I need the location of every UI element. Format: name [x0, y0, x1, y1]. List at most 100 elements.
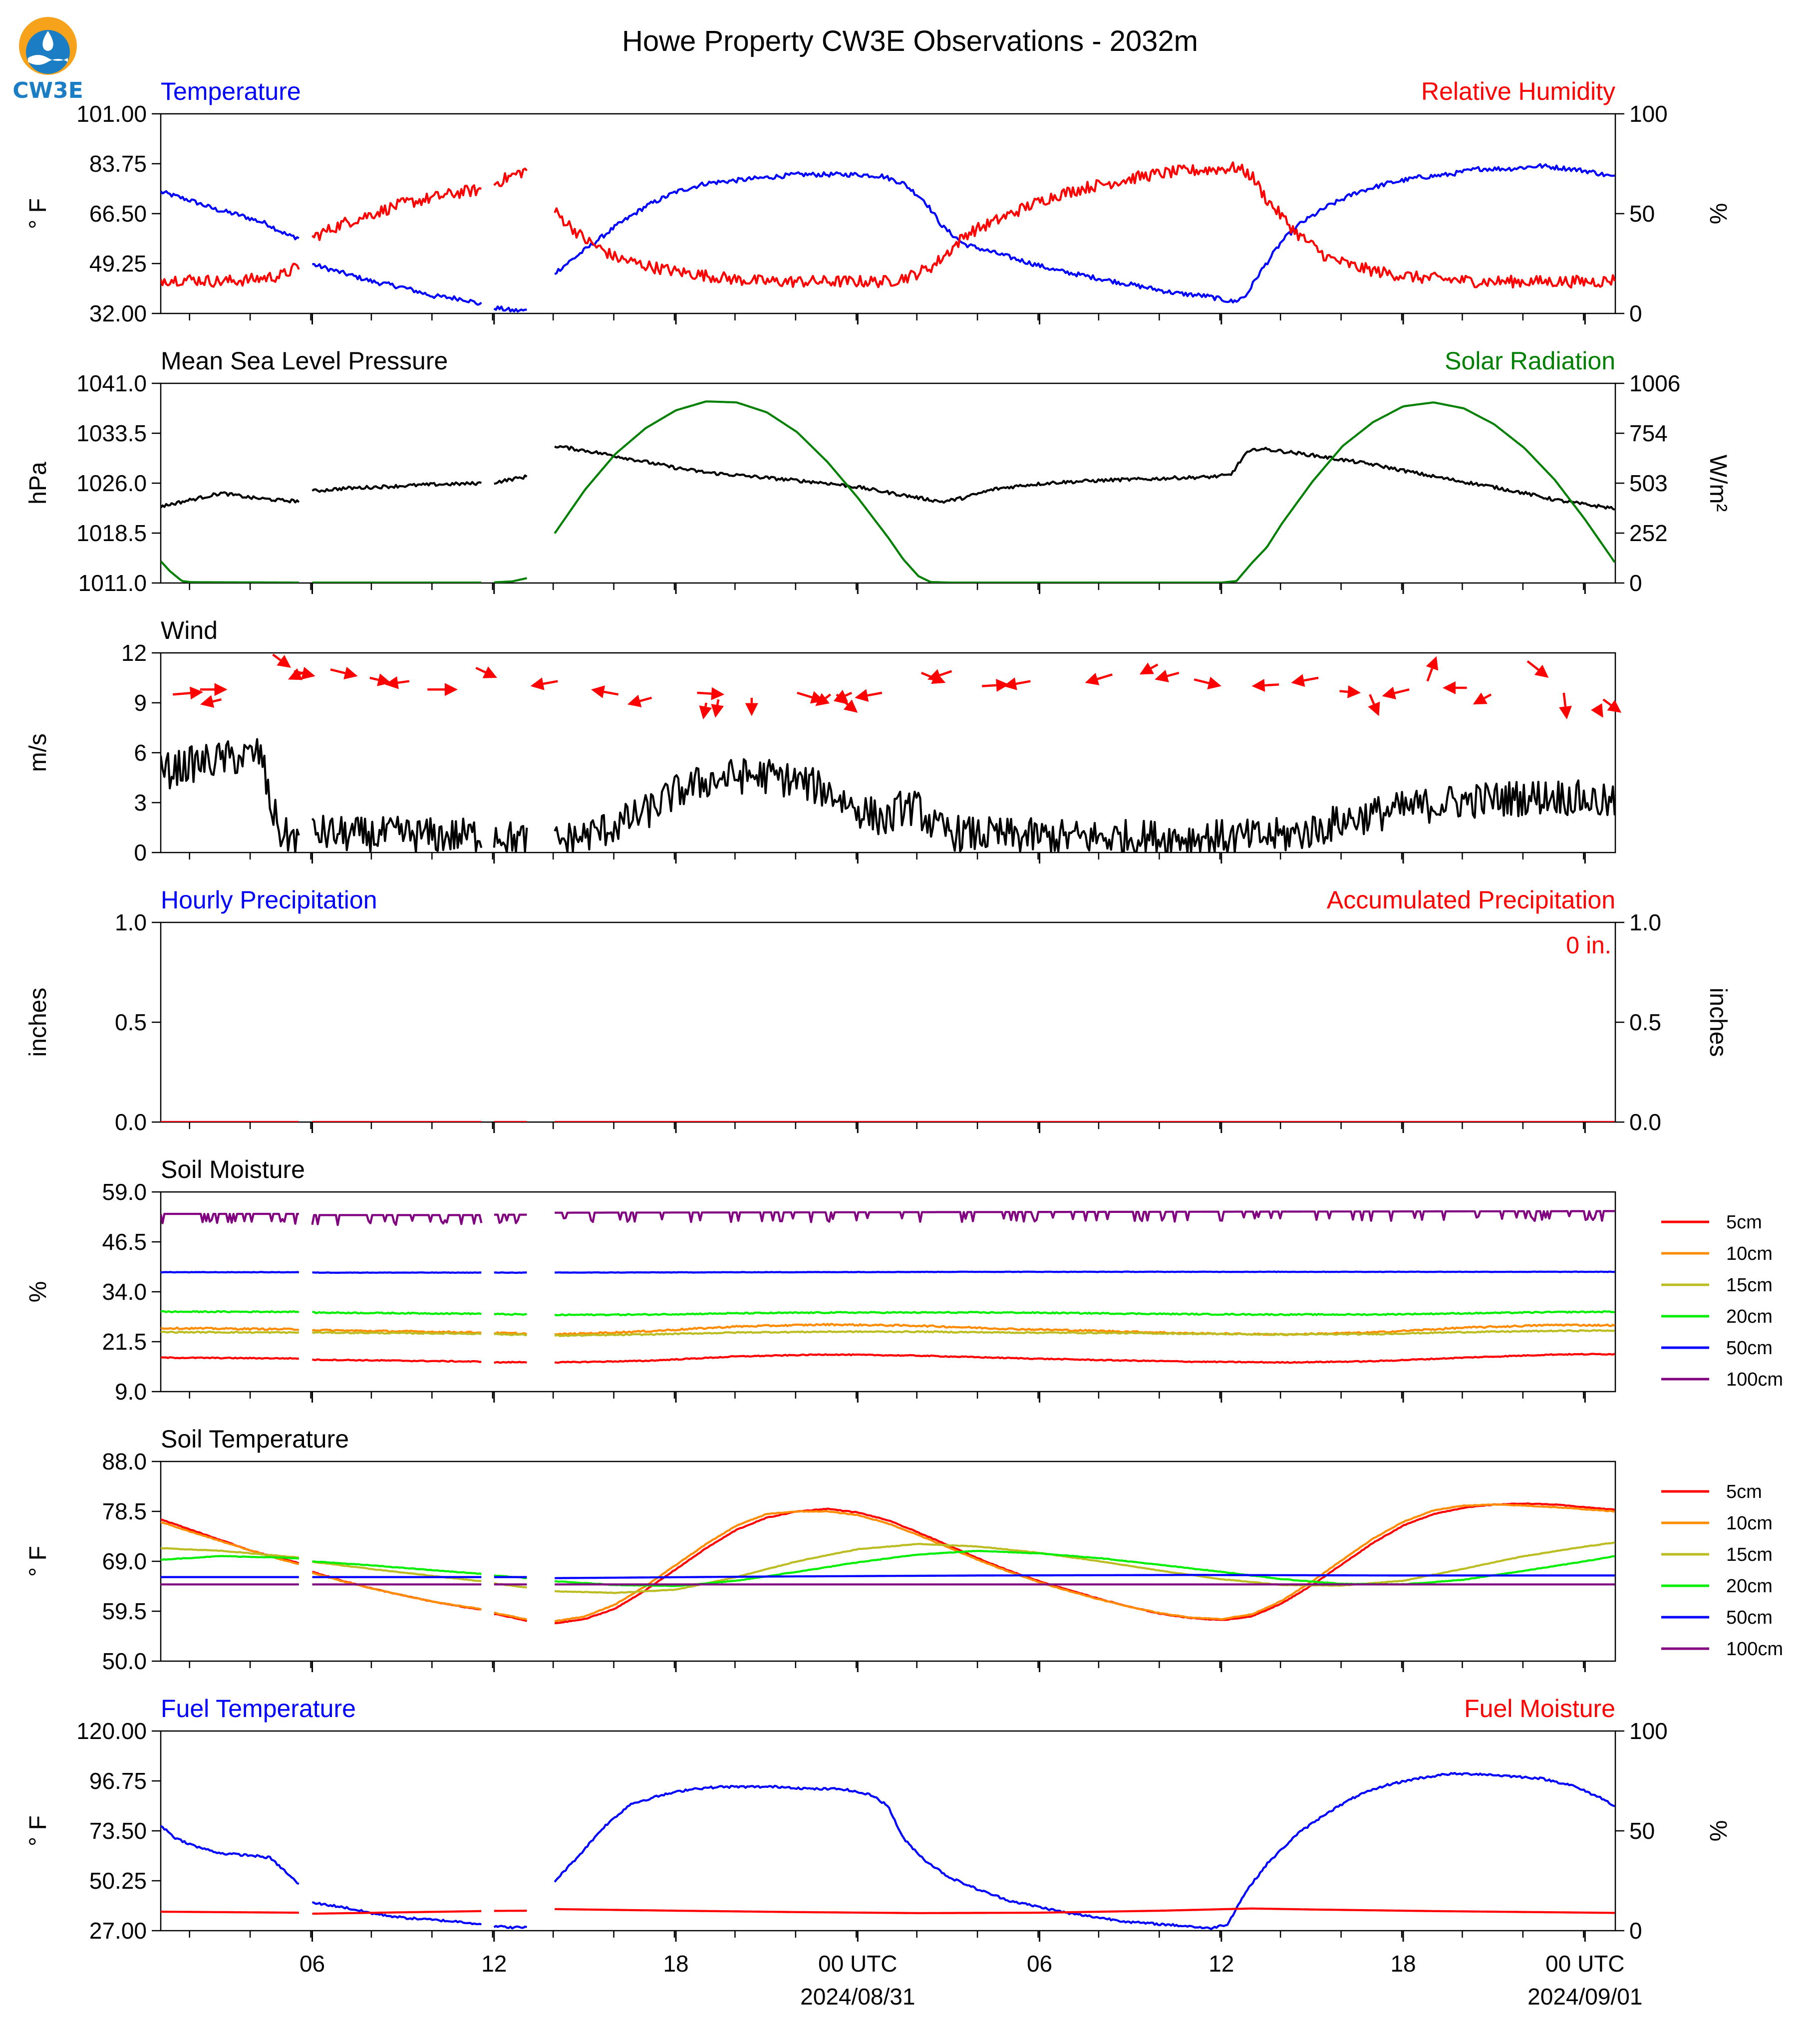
legend-label: 50cm [1726, 1607, 1773, 1628]
y-axis-label-left: inches [25, 988, 51, 1057]
series-line-left [554, 758, 1615, 853]
x-tick-label: 00 UTC [818, 1951, 897, 1977]
wind-arrow [1339, 685, 1361, 698]
y-tick-label-left: 12 [121, 640, 147, 666]
series-line-15cm-left [311, 1331, 482, 1336]
legend-label: 15cm [1726, 1275, 1773, 1296]
logo-water-drop-icon [42, 31, 53, 51]
series-line-left [311, 815, 483, 853]
panel-title-left: Wind [161, 616, 218, 644]
y-tick-label-left: 50.0 [102, 1648, 147, 1674]
legend-item: 50cm [1661, 1607, 1773, 1628]
legend-label: 10cm [1726, 1513, 1773, 1534]
wind-arrow [1426, 656, 1439, 682]
x-tick-label: 06 [1027, 1951, 1052, 1977]
wind-arrow [1194, 676, 1221, 690]
series-line-15cm-left [161, 1547, 300, 1559]
legend-label: 5cm [1726, 1212, 1762, 1233]
wind-arrow [697, 687, 725, 700]
panel-title-left: Mean Sea Level Pressure [161, 347, 448, 375]
series-line-50cm-left [555, 1270, 1615, 1274]
x-tick-date-label: 2024/08/31 [800, 1984, 915, 2010]
panel-soil_moisture: 9.0 21.5 34.0 46.5 59.0 Soil Moisture% 5cm 10cm… [25, 1156, 1783, 1405]
y-tick-label-left: 1.0 [115, 909, 147, 935]
series-line-left [161, 1825, 300, 1885]
panel-title-right: Solar Radiation [1445, 347, 1615, 375]
y-tick-label-left: 59.5 [102, 1598, 147, 1624]
wind-arrow [272, 653, 292, 668]
y-axis-label-right: inches [1705, 988, 1731, 1057]
y-tick-label-right: 1.0 [1629, 909, 1661, 935]
series-line-right [554, 400, 1615, 583]
series-line-100cm-left [161, 1212, 299, 1225]
series-line-right [312, 1910, 482, 1915]
y-tick-label-left: 66.50 [89, 201, 147, 227]
panel-title-right: Relative Humidity [1421, 77, 1615, 105]
y-tick-label-right: 0 [1629, 570, 1642, 596]
series-line-left [161, 491, 300, 509]
y-tick-label-left: 78.5 [102, 1498, 147, 1524]
panel-title-left: Fuel Temperature [161, 1695, 356, 1723]
y-tick-label-right: 0.0 [1629, 1109, 1661, 1135]
wind-arrow [711, 699, 724, 718]
y-tick-label-left: 3 [134, 790, 147, 816]
y-tick-label-left: 1026.0 [76, 470, 147, 496]
panel-title-left: Soil Temperature [161, 1425, 349, 1453]
accumulated-total-label: 0 in. [1566, 932, 1611, 959]
y-tick-label-right: 0 [1629, 300, 1642, 326]
series-line-5cm-left [554, 1502, 1615, 1625]
series-line-100cm-left [311, 1214, 483, 1226]
wind-arrow [855, 689, 883, 702]
y-tick-label-left: 83.75 [89, 151, 147, 177]
y-axis-label-left: m/s [25, 733, 51, 772]
y-tick-label-left: 46.5 [102, 1229, 147, 1255]
series-line-20cm-left [494, 1312, 527, 1316]
legend-label: 20cm [1726, 1576, 1773, 1597]
y-tick-label-left: 1033.5 [76, 420, 147, 446]
cw3e-logo: CW3E [12, 17, 83, 103]
panels: 32.00 49.25 66.50 83.75 101.00 0 50 100 Temperat… [25, 77, 1783, 1944]
y-axis-label-left: ° F [25, 1546, 51, 1577]
y-tick-label-left: 32.00 [89, 300, 147, 326]
legend-label: 50cm [1726, 1338, 1773, 1359]
y-tick-label-left: 0.0 [115, 1109, 147, 1135]
series-line-left [311, 481, 482, 493]
y-tick-label-left: 34.0 [102, 1279, 147, 1305]
y-tick-label-left: 27.00 [89, 1918, 147, 1944]
legend-item: 10cm [1661, 1243, 1773, 1264]
y-axis-label-left: % [25, 1281, 51, 1303]
series-line-15cm-left [493, 1332, 527, 1337]
logo-wave-icon [28, 55, 68, 65]
wind-arrow [591, 685, 619, 698]
y-axis-label-left: ° F [25, 1815, 51, 1846]
legend-label: 100cm [1726, 1639, 1783, 1660]
wind-arrow [1085, 672, 1113, 685]
legend-item: 20cm [1661, 1306, 1773, 1327]
series-line-100cm-left [555, 1210, 1615, 1223]
wind-direction-arrows [173, 653, 1622, 720]
legend-item: 100cm [1661, 1369, 1783, 1390]
legend-label: 5cm [1726, 1481, 1762, 1502]
series-line-10cm-left [494, 1611, 528, 1621]
y-tick-label-right: 50 [1629, 201, 1655, 227]
panel-temp_rh: 32.00 49.25 66.50 83.75 101.00 0 50 100 Temperat… [25, 77, 1731, 326]
panel-precip: 0.0 0.5 1.0 0.0 0.5 1.0 Hourly Precipitation Ac… [25, 886, 1731, 1135]
series-line-left [161, 190, 300, 241]
wind-arrow [330, 666, 358, 680]
series-line-left [554, 445, 1615, 511]
y-tick-label-left: 1011.0 [78, 570, 147, 596]
wind-arrow [745, 698, 758, 716]
wind-arrow [200, 695, 222, 708]
series-line-right [494, 577, 527, 583]
panel-title-right: Fuel Moisture [1464, 1695, 1615, 1723]
wind-arrow [1442, 681, 1467, 694]
series-line-left [161, 738, 300, 853]
series-group [161, 1210, 1615, 1364]
y-tick-label-left: 88.0 [102, 1449, 147, 1474]
series-line-15cm-left [312, 1560, 482, 1582]
series-line-10cm-left [554, 1503, 1615, 1623]
y-axis-label-right: W/m² [1705, 455, 1731, 512]
legend-item: 5cm [1661, 1481, 1762, 1502]
y-tick-label-left: 1041.0 [76, 370, 147, 396]
series-line-left [554, 163, 1615, 303]
